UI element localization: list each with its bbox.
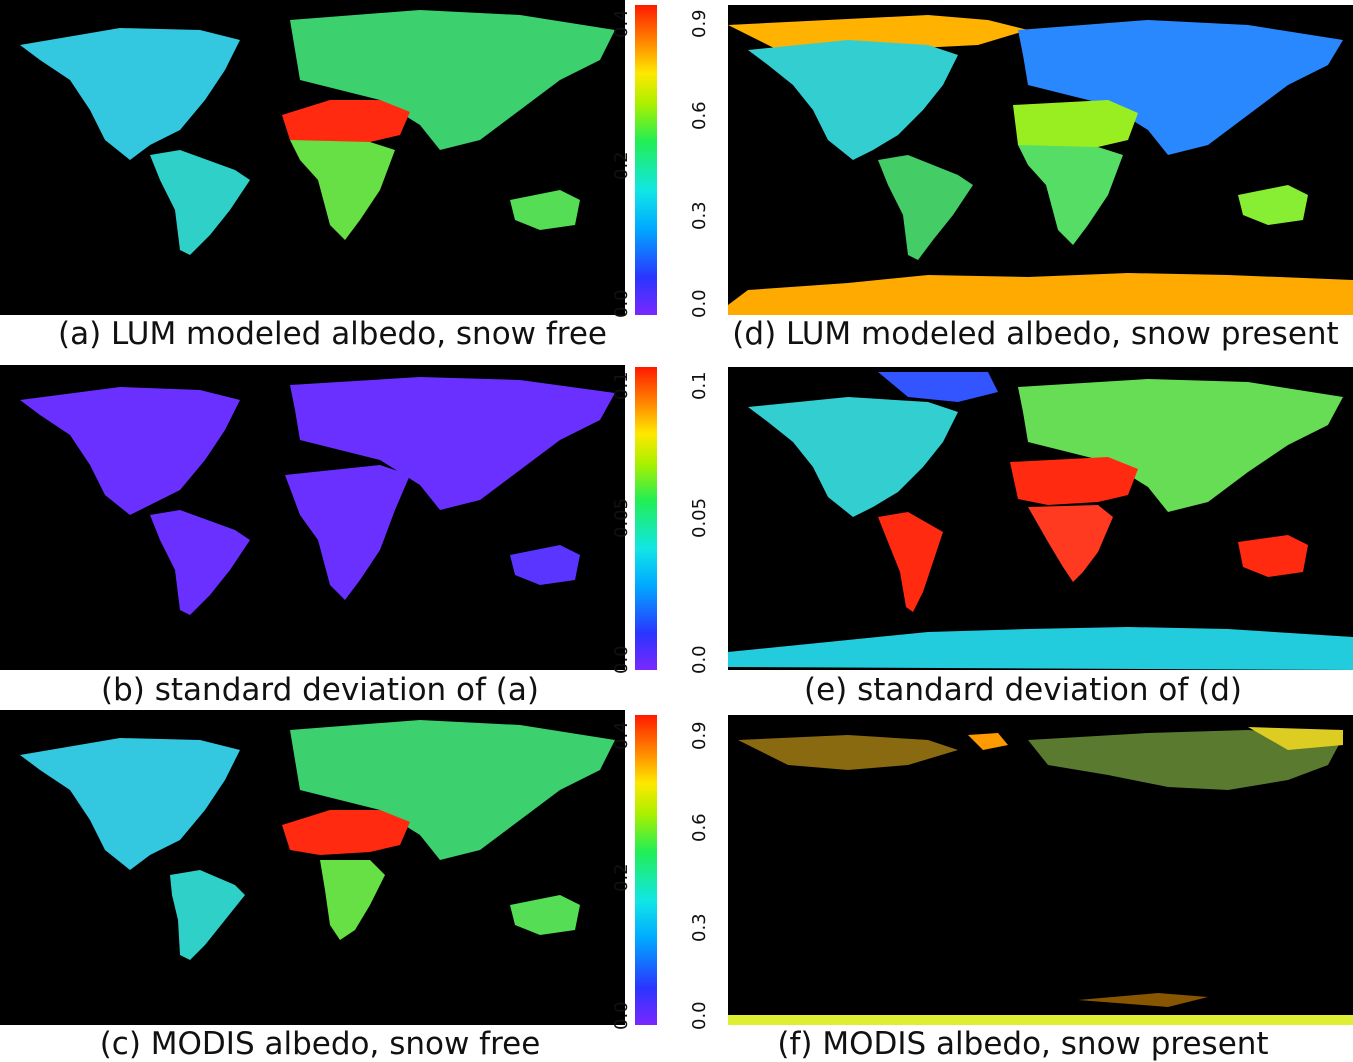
- tick-row1-left-0: 0.0: [611, 289, 632, 318]
- world-map-d: [728, 15, 1353, 315]
- tick-row2-left-0: 0.0: [611, 645, 632, 674]
- tick-row2-left-2: 0.1: [611, 371, 632, 400]
- caption-d: (d) LUM modeled albedo, snow present: [732, 316, 1339, 352]
- map-panel-a: [0, 0, 625, 315]
- map-panel-f: [728, 715, 1353, 1025]
- caption-b: (b) standard deviation of (a): [101, 672, 539, 708]
- tick-row3-right-2: 0.6: [689, 813, 710, 842]
- colorbar-row1: [635, 5, 657, 315]
- tick-row1-right-0: 0.0: [689, 289, 710, 318]
- tick-row1-right-3: 0.9: [689, 9, 710, 38]
- tick-row2-right-0: 0.0: [689, 645, 710, 674]
- tick-row2-right-2: 0.1: [689, 371, 710, 400]
- tick-row2-right-1: 0.05: [689, 497, 710, 538]
- tick-row3-right-0: 0.0: [689, 1001, 710, 1030]
- world-map-a: [20, 10, 615, 255]
- map-panel-d: [728, 5, 1353, 315]
- tick-row3-left-2: 0.4: [611, 721, 632, 750]
- tick-row1-right-1: 0.3: [689, 201, 710, 230]
- tick-row1-left-1: 0.2: [611, 151, 632, 180]
- tick-row1-right-2: 0.6: [689, 101, 710, 130]
- map-panel-c: [0, 710, 625, 1025]
- tick-row3-left-1: 0.2: [611, 863, 632, 892]
- world-map-f: [728, 727, 1353, 1025]
- tick-row3-left-0: 0.0: [611, 1001, 632, 1030]
- caption-f: (f) MODIS albedo, snow present: [777, 1026, 1269, 1062]
- map-panel-e: [728, 367, 1353, 670]
- caption-e: (e) standard deviation of (d): [803, 672, 1242, 708]
- world-map-e: [728, 372, 1353, 670]
- world-map-b: [20, 377, 615, 615]
- tick-row2-left-1: 0.05: [611, 497, 632, 538]
- caption-c: (c) MODIS albedo, snow free: [99, 1026, 541, 1062]
- caption-a: (a) LUM modeled albedo, snow free: [58, 316, 607, 352]
- colorbar-row2: [635, 367, 657, 670]
- tick-row3-right-1: 0.3: [689, 913, 710, 942]
- world-map-c: [20, 720, 615, 960]
- map-panel-b: [0, 365, 625, 670]
- tick-row3-right-3: 0.9: [689, 721, 710, 750]
- colorbar-row3: [635, 715, 657, 1025]
- tick-row1-left-2: 0.4: [611, 9, 632, 38]
